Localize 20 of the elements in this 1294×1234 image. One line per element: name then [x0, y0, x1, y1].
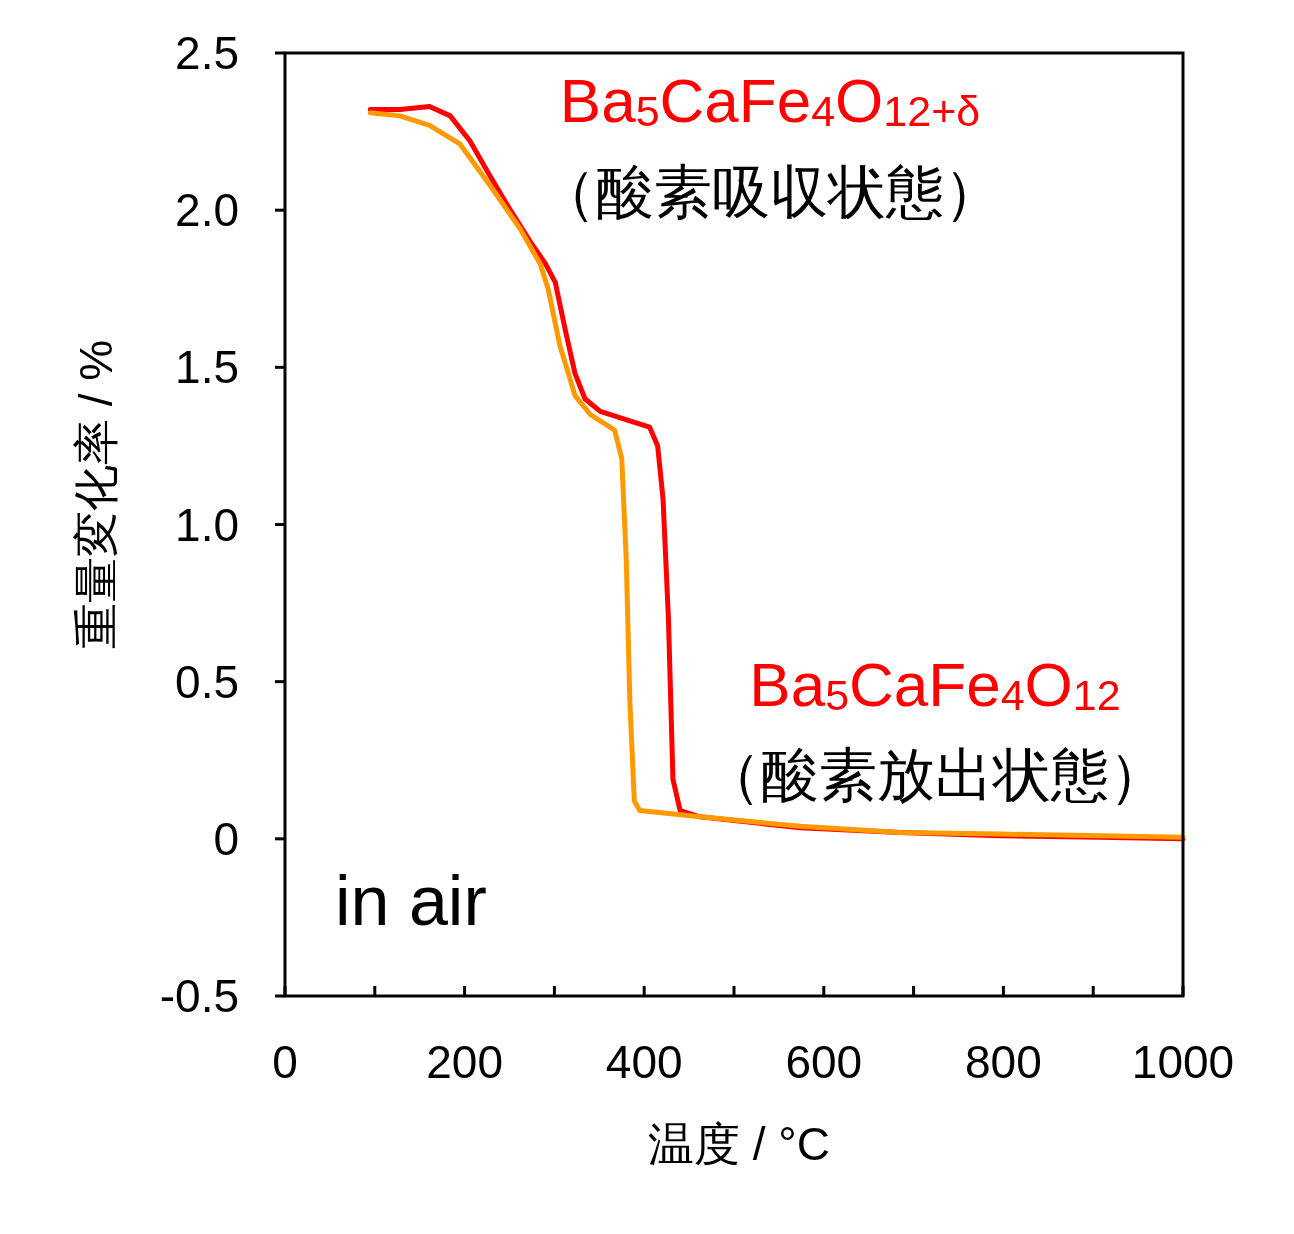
x-tick-label: 1000 [1131, 1036, 1235, 1088]
y-tick-label: 0.5 [175, 655, 239, 708]
x-tick-label: 400 [605, 1036, 683, 1088]
y-tick-label: 0 [213, 812, 239, 865]
y-tick-label: 2.0 [175, 184, 239, 237]
y-tick-label: 2.5 [175, 27, 239, 79]
x-tick-label: 0 [272, 1036, 298, 1088]
y-tick-label: 1.5 [175, 341, 239, 394]
annotation: Ba$_{5}$CaFe$_{4}$O$_{12}$ [749, 650, 1121, 720]
x-tick-label: 200 [426, 1036, 503, 1088]
y-axis-title: 重量変化率 / % [70, 339, 122, 650]
y-tick-label: -0.5 [159, 970, 239, 1022]
x-axis-title: 温度 / °C [648, 1118, 830, 1170]
annotation: （酸素放出状態） [703, 742, 1167, 807]
annotation: （酸素吸収状態） [538, 159, 1002, 224]
annotation: Ba$_{5}$CaFe$_{4}$O$_{12+δ}$ [559, 66, 981, 136]
y-tick-label: 1.0 [175, 498, 239, 551]
x-tick-label: 600 [785, 1036, 863, 1088]
annotation: in air [335, 862, 487, 940]
x-tick-label: 800 [965, 1036, 1042, 1088]
